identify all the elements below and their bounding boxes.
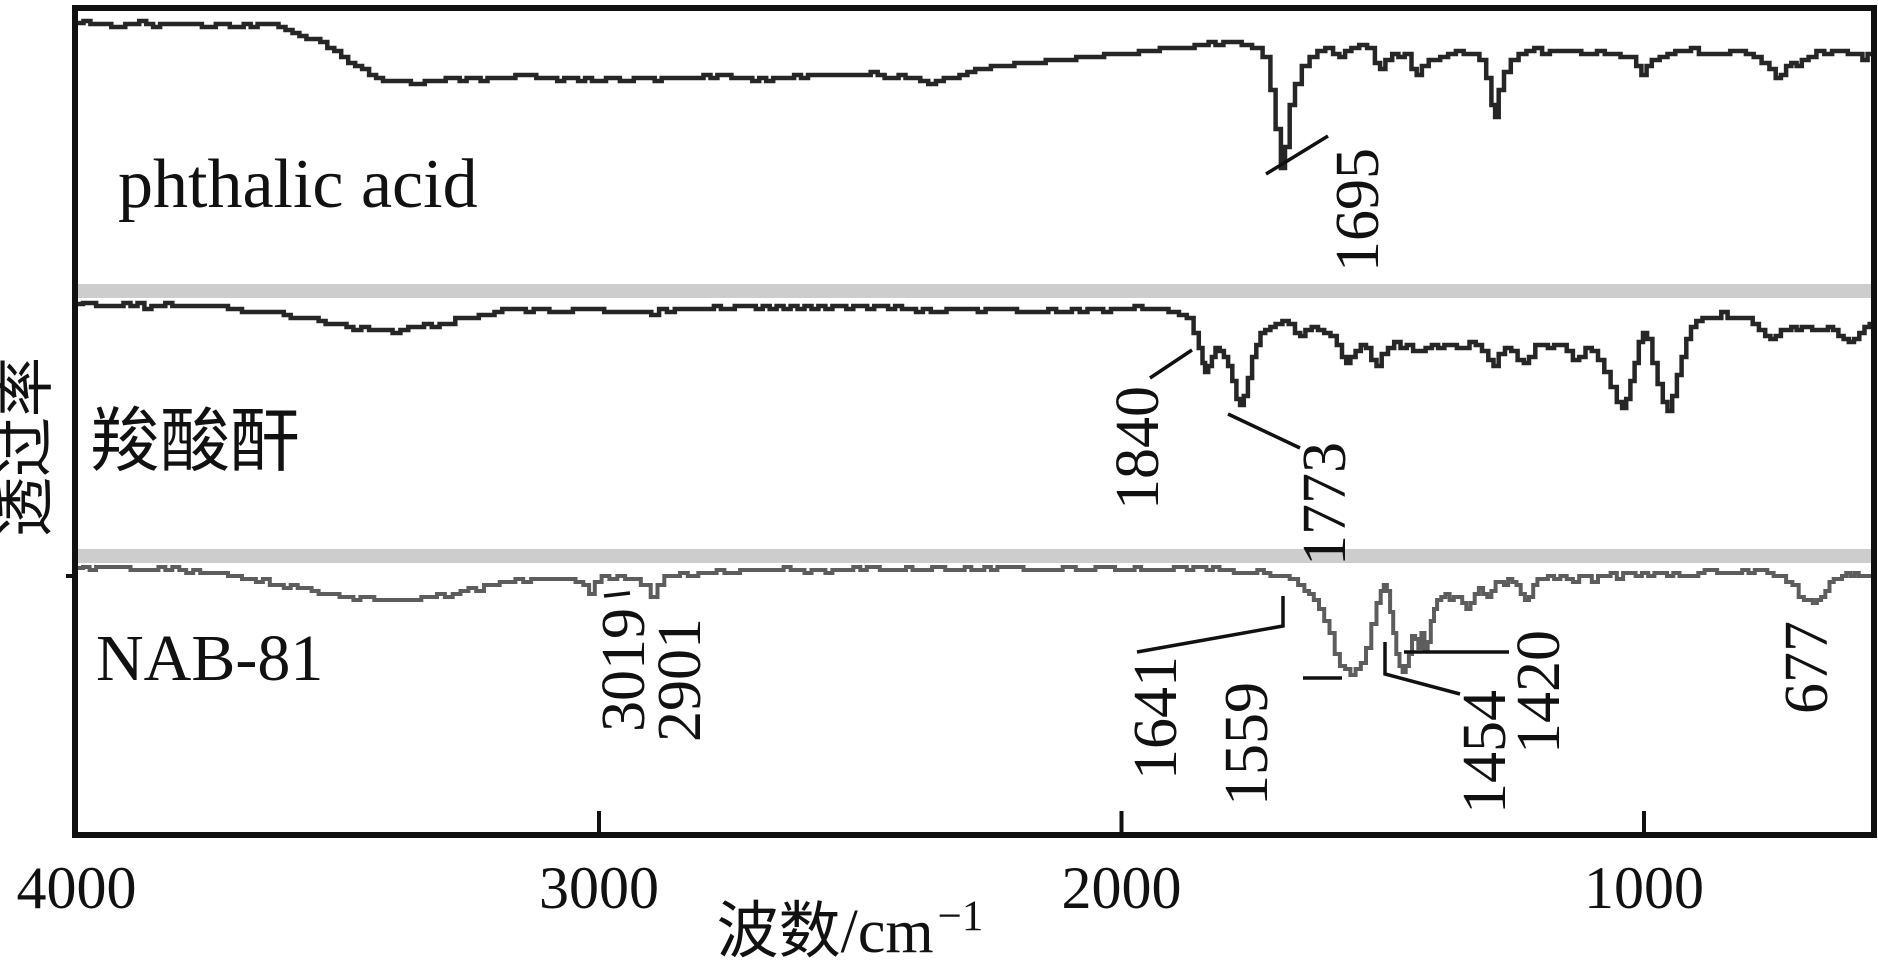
peak-label-1454: 1454 (1451, 690, 1519, 814)
peak-label-3019: 3019 (590, 608, 658, 732)
spectrum-curve-羧酸酐 (76, 300, 1877, 414)
spectra-curves (76, 18, 1877, 677)
peak-leader-1695 (1265, 134, 1329, 176)
peak-label-1695: 1695 (1324, 148, 1392, 272)
x-axis-label-main: 波数/cm (717, 898, 934, 966)
series-label-nab-81: NAB-81 (96, 622, 323, 695)
peak-label-1559: 1559 (1213, 682, 1281, 806)
separator-band-1 (78, 284, 1871, 298)
x-axis-label: 波数/cm−1 (717, 893, 984, 966)
peak-leader-1454 (1383, 642, 1461, 696)
tick-label-2000: 2000 (1062, 855, 1182, 921)
plot-border (72, 5, 1877, 838)
x-axis-label-superscript: −1 (938, 893, 984, 940)
spectrum-curve-nab-81 (76, 565, 1876, 677)
series-label-phthalic-acid: phthalic acid (118, 146, 478, 223)
separator-bands (78, 284, 1871, 563)
series-label-羧酸酐: 羧酸酐 (90, 404, 300, 481)
x-axis-ticks: 4000 3000 2000 1000 (17, 574, 1704, 921)
y-axis-label: 透过率 (0, 357, 59, 537)
spectrum-curve-phthalic-acid (76, 18, 1874, 171)
peak-leader-3019 (603, 591, 631, 598)
separator-band-2 (78, 549, 1871, 563)
peak-label-1641: 1641 (1122, 656, 1190, 780)
series-labels: phthalic acid 羧酸酐 NAB-81 (90, 146, 478, 695)
peak-label-2901: 2901 (646, 618, 714, 742)
peak-leader-1840 (1149, 348, 1193, 380)
peak-label-1840: 1840 (1104, 386, 1172, 510)
peak-leader-1773 (1227, 412, 1301, 450)
peak-leader-1641 (1136, 596, 1285, 654)
peak-label-677: 677 (1773, 621, 1841, 714)
tick-label-1000: 1000 (1584, 855, 1704, 921)
tick-label-3000: 3000 (539, 855, 659, 921)
peak-label-1420: 1420 (1505, 630, 1573, 754)
tick-label-4000: 4000 (17, 855, 137, 921)
peak-label-1773: 1773 (1291, 442, 1359, 566)
